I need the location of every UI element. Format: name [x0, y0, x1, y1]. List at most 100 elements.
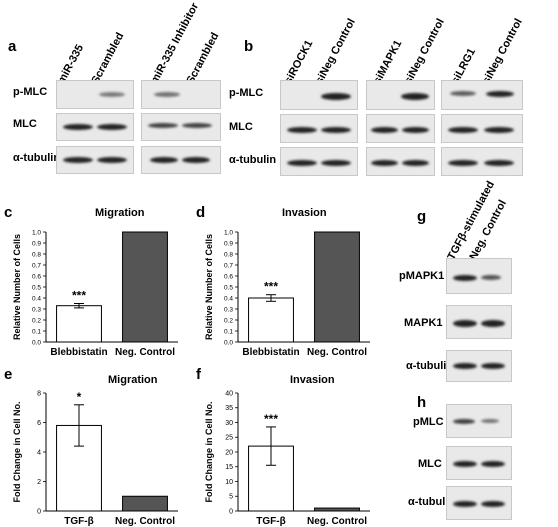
y-tick-label: 0.2 [224, 317, 233, 324]
chart-e: Migration Fold Change in Cell No. 0 2 4 6 8 * TG… [12, 374, 178, 527]
band [481, 419, 499, 423]
band [453, 363, 477, 369]
panel-label-a: a [8, 38, 17, 55]
band [401, 93, 429, 100]
y-tick-label: 30 [225, 420, 233, 427]
row-label-mlc-h: MLC [418, 458, 442, 470]
y-tick-label: 0.8 [224, 251, 233, 258]
y-axis-label: Relative Number of Cells [12, 234, 22, 340]
x-category-label: TGF-β [64, 516, 93, 527]
band [481, 275, 501, 280]
row-label-pmlc-a: p-MLC [13, 86, 48, 98]
blot-g-mapk1 [446, 305, 512, 339]
blot-b-mlc-3 [441, 114, 523, 143]
panel-label-h: h [417, 394, 427, 411]
x-category-label: TGF-β [256, 516, 285, 527]
blot-a-pmlc-right [141, 80, 221, 109]
chart-title: Invasion [290, 374, 335, 386]
band [481, 461, 505, 467]
y-tick-label: 4 [37, 449, 41, 456]
y-tick-label: 0.4 [224, 295, 233, 302]
bar [314, 507, 360, 512]
y-tick-label: 1.0 [32, 229, 41, 236]
blot-h-pmlc [446, 404, 512, 438]
y-tick-label: 10 [225, 479, 233, 486]
chart-d: Invasion Relative Number of Cells 0.0 0.1 0.… [204, 207, 370, 358]
band [321, 93, 351, 100]
significance-marker: *** [72, 289, 86, 303]
blot-b-pmlc-3 [441, 80, 523, 110]
band [287, 127, 317, 133]
band [486, 91, 514, 97]
blot-a-tubulin-right [141, 146, 221, 174]
blot-g-tubulin [446, 350, 512, 382]
band [371, 127, 398, 133]
blot-g-pmapk1 [446, 258, 512, 294]
significance-marker: * [77, 390, 82, 404]
blot-h-mlc [446, 446, 512, 480]
lane-label-sineg-2: siNeg Control [402, 16, 447, 86]
blot-b-mlc-2 [366, 114, 435, 143]
y-tick-label: 15 [225, 464, 233, 471]
y-tick-label: 0.4 [32, 295, 41, 302]
row-label-mlc-a: MLC [13, 118, 37, 130]
y-tick-label: 20 [225, 449, 233, 456]
panel-label-f: f [196, 366, 201, 383]
x-category-label: Neg. Control [115, 516, 175, 527]
y-tick-label: 0.0 [224, 339, 233, 346]
panel-label-c: c [4, 204, 13, 221]
band [481, 363, 505, 369]
band [182, 123, 212, 128]
band [154, 92, 180, 97]
band [371, 160, 398, 166]
x-category-label: Neg. Control [115, 347, 175, 358]
row-label-pmlc-b: p-MLC [229, 87, 264, 99]
blot-h-tubulin [446, 486, 512, 520]
panel-label-g: g [417, 208, 427, 225]
row-label-mlc-b: MLC [229, 121, 253, 133]
band [402, 127, 429, 133]
y-tick-label: 0 [229, 508, 233, 515]
y-tick-label: 1.0 [224, 229, 233, 236]
y-tick-label: 40 [225, 390, 233, 397]
y-axis-label: Fold Change in Cell No. [12, 402, 22, 503]
row-label-tubulin-g: α-tubulin [406, 360, 454, 372]
chart-c: Migration Relative Number of Cells 0.0 0.1 0… [12, 207, 178, 358]
band [321, 160, 351, 166]
blot-b-tubulin-3 [441, 147, 523, 176]
band [453, 461, 477, 467]
band [63, 157, 93, 163]
blot-a-pmlc-left [56, 80, 134, 109]
band [484, 160, 514, 166]
blot-a-tubulin-left [56, 146, 134, 174]
row-label-pmlc-h: pMLC [413, 416, 444, 428]
y-tick-label: 8 [37, 390, 41, 397]
x-category-label: Blebbistatin [242, 347, 299, 358]
blot-a-mlc-left [56, 113, 134, 141]
y-axis-label: Relative Number of Cells [204, 234, 214, 340]
significance-marker: *** [264, 412, 278, 426]
band [97, 157, 127, 163]
x-category-label: Blebbistatin [50, 347, 107, 358]
y-tick-label: 0.9 [224, 240, 233, 247]
panel-label-d: d [196, 204, 206, 221]
y-tick-label: 2 [37, 479, 41, 486]
band [448, 160, 478, 166]
band [287, 160, 317, 166]
blot-b-pmlc-2 [366, 80, 435, 110]
band [63, 124, 93, 130]
y-tick-label: 35 [225, 405, 233, 412]
chart-f: Invasion Fold Change in Cell No. 0 5 10 15 20 2… [204, 374, 370, 527]
band [450, 91, 476, 96]
row-label-mapk1: MAPK1 [404, 317, 443, 329]
blot-b-tubulin-1 [280, 147, 358, 176]
band [321, 127, 351, 133]
y-tick-label: 0.6 [224, 273, 233, 280]
y-axis-label: Fold Change in Cell No. [204, 402, 214, 503]
y-tick-label: 0.3 [32, 306, 41, 313]
row-label-tubulin-h: α-tubulin [408, 496, 456, 508]
row-label-tubulin-a: α-tubulin [13, 152, 61, 164]
panel-label-e: e [4, 366, 13, 383]
y-tick-label: 0 [37, 508, 41, 515]
band [481, 501, 505, 507]
